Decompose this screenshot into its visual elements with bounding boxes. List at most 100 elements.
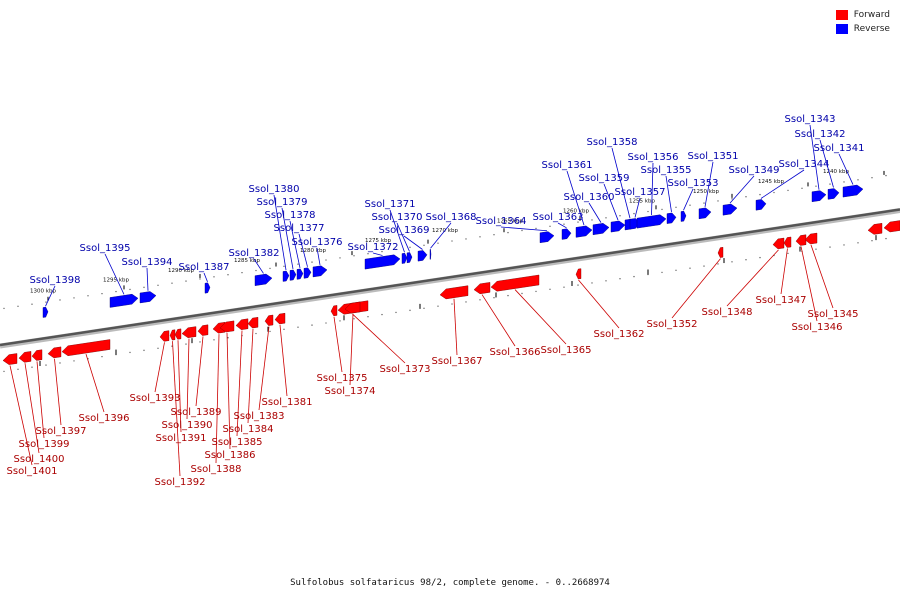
guide-dot-lower bbox=[59, 362, 61, 364]
guide-dot-upper bbox=[563, 223, 565, 225]
guide-dot-upper bbox=[283, 265, 285, 268]
guide-dot-lower bbox=[143, 349, 145, 352]
leader-line bbox=[352, 313, 406, 364]
guide-dot-upper bbox=[115, 290, 117, 293]
reverse-gene-label: Ssol_1395 bbox=[80, 243, 131, 254]
genome-caption: Sulfolobus solfataricus 98/2, complete g… bbox=[290, 578, 610, 588]
forward-gene-arrow bbox=[439, 285, 469, 300]
guide-dot-upper bbox=[647, 210, 649, 213]
forward-gene-label: Ssol_1348 bbox=[702, 307, 753, 318]
guide-dot-upper bbox=[773, 191, 775, 194]
guide-dot-upper bbox=[619, 215, 621, 217]
reverse-gene-label: Ssol_1358 bbox=[587, 137, 638, 148]
forward-gene-label: Ssol_1346 bbox=[792, 322, 843, 333]
guide-dot-upper bbox=[465, 238, 467, 240]
leader-line bbox=[683, 188, 694, 211]
leader-line bbox=[195, 336, 204, 407]
legend-label-forward: Forward bbox=[853, 10, 890, 20]
guide-dot-lower bbox=[857, 242, 859, 244]
guide-dot-lower bbox=[577, 284, 579, 286]
guide-dot-upper bbox=[311, 261, 313, 263]
forward-gene-arrow bbox=[274, 312, 286, 325]
reverse-gene-arrow bbox=[539, 231, 555, 244]
scale-tick-label: 1260 kbp bbox=[563, 208, 589, 214]
guide-dot-lower bbox=[535, 290, 537, 293]
scale-tick-label: 1295 kbp bbox=[103, 278, 129, 284]
guide-dot-lower bbox=[451, 303, 453, 305]
scale-tick-label: 1255 kbp bbox=[629, 198, 655, 204]
forward-gene-label: Ssol_1390 bbox=[162, 420, 213, 431]
guide-dot-upper bbox=[843, 181, 845, 183]
guide-dot-upper bbox=[87, 295, 89, 297]
forward-gene-label: Ssol_1385 bbox=[212, 437, 263, 448]
leader-line bbox=[481, 294, 516, 347]
leader-line bbox=[177, 340, 182, 433]
scale-tick-label: 1275 kbp bbox=[365, 238, 391, 244]
guide-dot-upper bbox=[73, 297, 75, 299]
leader-line bbox=[396, 222, 410, 252]
leader-line bbox=[389, 209, 405, 253]
forward-gene-arrow bbox=[717, 246, 724, 258]
guide-dot-lower bbox=[829, 246, 831, 248]
forward-gene-arrow bbox=[212, 321, 226, 334]
reverse-gene-arrow bbox=[204, 282, 211, 294]
leader-line bbox=[316, 247, 321, 265]
leader-line bbox=[588, 202, 602, 223]
forward-gene-arrow bbox=[31, 349, 43, 361]
leader-line bbox=[215, 334, 220, 464]
guide-dot-lower bbox=[437, 305, 439, 307]
scale-tick-label: 1245 kbp bbox=[758, 179, 784, 185]
guide-dot-lower bbox=[269, 330, 271, 333]
leader-line bbox=[760, 169, 805, 199]
reverse-gene-arrow bbox=[680, 210, 687, 222]
guide-dot-lower bbox=[199, 341, 201, 343]
guide-dot-lower bbox=[185, 343, 187, 345]
reverse-gene-arrow bbox=[406, 252, 413, 264]
leader-line bbox=[729, 175, 755, 204]
guide-dot-lower bbox=[73, 360, 75, 362]
reverse-gene-label: Ssol_1377 bbox=[274, 223, 325, 234]
guide-dot-upper bbox=[451, 240, 453, 242]
reverse-gene-label: Ssol_1364 bbox=[476, 216, 527, 227]
leader-line bbox=[634, 197, 641, 218]
guide-dot-upper bbox=[17, 305, 19, 307]
forward-gene-arrow bbox=[772, 237, 785, 250]
reverse-swatch bbox=[835, 24, 848, 34]
scale-tick-label: 1290 kbp bbox=[168, 268, 194, 274]
guide-dot-lower bbox=[563, 286, 565, 288]
guide-dot-upper bbox=[269, 267, 271, 270]
reverse-gene-arrow bbox=[282, 270, 290, 282]
reverse-gene-arrow bbox=[303, 267, 312, 279]
guide-dot-upper bbox=[395, 248, 397, 251]
forward-gene-label: Ssol_1366 bbox=[490, 347, 541, 358]
guide-dot-lower bbox=[549, 288, 551, 290]
forward-gene-arrow bbox=[575, 268, 582, 280]
forward-gene-label: Ssol_1397 bbox=[36, 426, 87, 437]
reverse-gene-arrow bbox=[429, 249, 432, 260]
reverse-gene-label: Ssol_1343 bbox=[785, 114, 836, 125]
guide-dot-upper bbox=[745, 196, 747, 198]
forward-gene-arrow bbox=[883, 220, 900, 233]
guide-dot-lower bbox=[255, 332, 257, 335]
forward-gene-label: Ssol_1400 bbox=[14, 454, 65, 465]
guide-dot-lower bbox=[465, 301, 467, 303]
reverse-gene-arrow bbox=[139, 291, 157, 304]
guide-dot-lower bbox=[31, 366, 33, 368]
reverse-gene-arrow bbox=[42, 306, 49, 318]
leader-line bbox=[403, 235, 423, 250]
forward-gene-label: Ssol_1373 bbox=[380, 364, 431, 375]
guide-dot-upper bbox=[815, 185, 817, 187]
leader-line bbox=[500, 226, 548, 232]
leader-line bbox=[819, 139, 834, 188]
reverse-gene-label: Ssol_1380 bbox=[249, 184, 300, 195]
reverse-gene-arrow bbox=[289, 269, 297, 281]
forward-gene-arrow bbox=[344, 301, 361, 314]
guide-dot-lower bbox=[745, 259, 747, 261]
guide-dot-upper bbox=[381, 250, 383, 253]
forward-gene-arrow bbox=[18, 351, 32, 363]
reverse-gene-arrow bbox=[592, 223, 610, 236]
guide-dot-upper bbox=[129, 288, 131, 291]
reverse-gene-arrow bbox=[666, 212, 677, 224]
forward-gene-arrow bbox=[473, 282, 491, 295]
